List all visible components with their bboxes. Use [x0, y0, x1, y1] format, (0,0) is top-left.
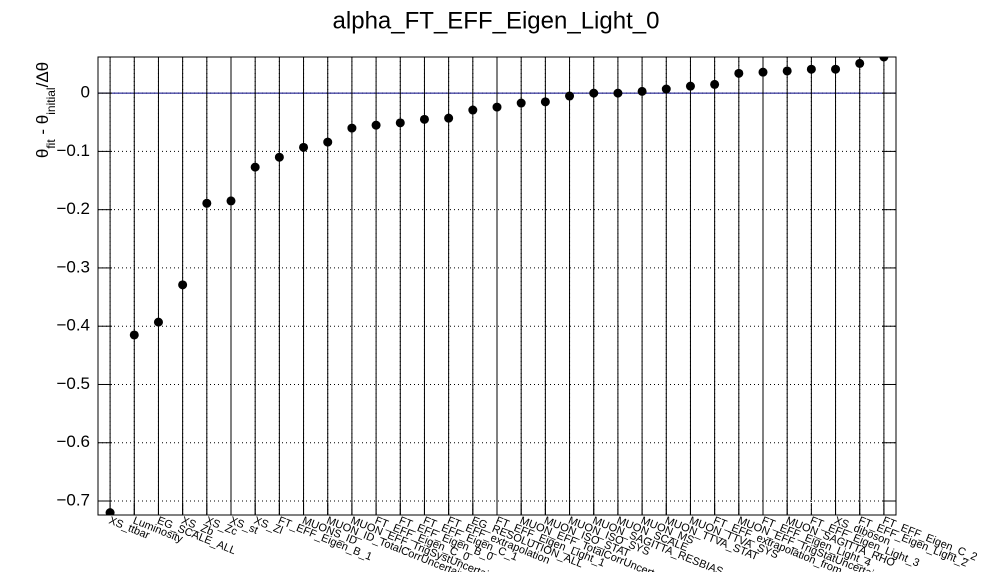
- y-tick-label: 0: [81, 83, 90, 102]
- y-tick-label: −0.1: [56, 141, 90, 160]
- marker: [129, 330, 139, 340]
- marker: [613, 88, 623, 98]
- y-tick-label: −0.7: [56, 490, 90, 509]
- marker: [831, 64, 841, 74]
- marker: [637, 86, 647, 96]
- marker: [879, 57, 889, 62]
- marker: [589, 88, 599, 98]
- marker: [202, 198, 212, 208]
- marker: [685, 81, 695, 91]
- marker: [516, 98, 526, 108]
- marker: [419, 114, 429, 124]
- y-axis-label: θfit - θinitial/Δθ: [33, 62, 58, 158]
- y-tick-label: −0.2: [56, 199, 90, 218]
- marker: [299, 142, 309, 152]
- y-axis-label-part: - θ: [33, 115, 52, 140]
- marker: [178, 280, 188, 290]
- marker: [226, 196, 236, 206]
- marker: [758, 67, 768, 77]
- marker: [468, 105, 478, 115]
- y-tick-label: −0.5: [56, 374, 90, 393]
- y-axis-label-part: /Δθ: [33, 62, 52, 88]
- marker: [734, 68, 744, 78]
- marker: [347, 123, 357, 133]
- marker: [855, 58, 865, 68]
- y-axis-label-part: fit: [44, 139, 58, 149]
- y-axis-label-part: θ: [33, 149, 52, 158]
- marker: [323, 137, 333, 147]
- y-tick-label: −0.6: [56, 432, 90, 451]
- y-tick-label: −0.4: [56, 316, 90, 335]
- marker: [782, 66, 792, 76]
- marker: [444, 113, 454, 123]
- plot-area: [98, 57, 896, 515]
- marker: [540, 97, 550, 107]
- y-tick-label: −0.3: [56, 257, 90, 276]
- marker: [565, 91, 575, 101]
- marker: [806, 64, 816, 74]
- marker: [274, 152, 284, 162]
- marker: [250, 162, 260, 172]
- marker: [661, 84, 671, 94]
- marker: [395, 118, 405, 128]
- marker: [371, 120, 381, 130]
- chart-title: alpha_FT_EFF_Eigen_Light_0: [333, 7, 660, 34]
- marker: [153, 317, 163, 327]
- marker: [492, 102, 502, 112]
- y-axis-label-part: initial: [44, 87, 58, 114]
- marker: [710, 79, 720, 89]
